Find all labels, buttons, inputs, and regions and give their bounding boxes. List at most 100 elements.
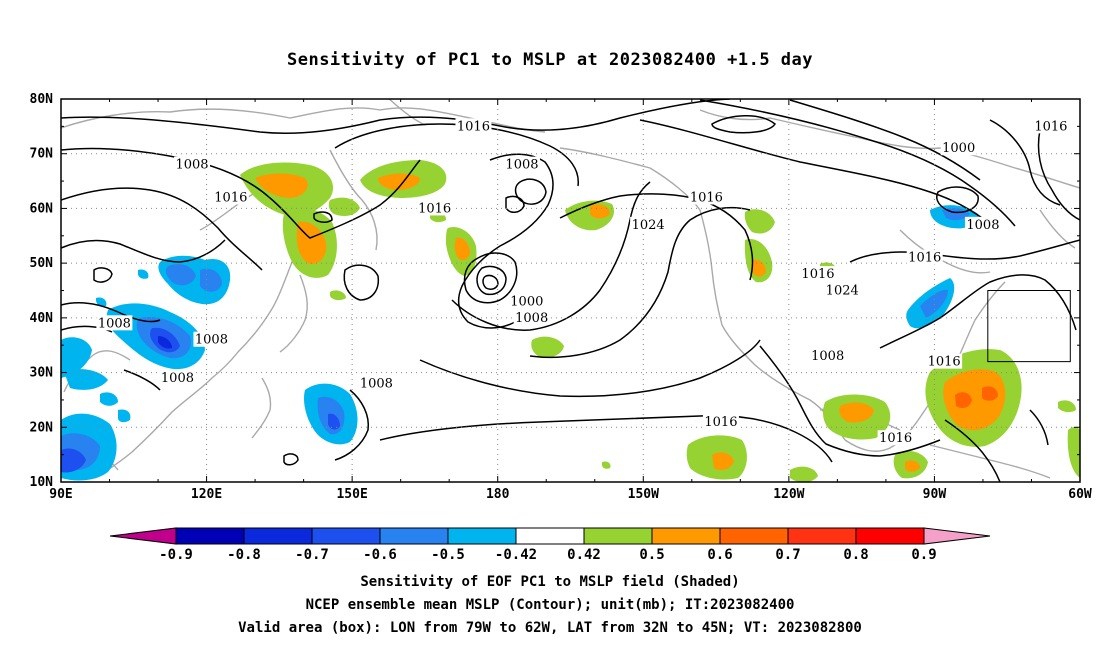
- colorbar-label: 0.9: [911, 547, 936, 563]
- page-title: Sensitivity of PC1 to MSLP at 2023082400…: [286, 50, 813, 70]
- contour-label: 1000: [510, 294, 543, 309]
- colorbar-label: -0.42: [495, 547, 537, 563]
- contour-label: 1008: [161, 371, 194, 386]
- contour-label-background: [1032, 118, 1069, 134]
- contour-label-background: [416, 200, 453, 216]
- colorbar-swatch: [719, 527, 789, 545]
- longitude-label: 90W: [923, 487, 947, 502]
- contour-label-background: [940, 140, 977, 156]
- contour-label-background: [906, 249, 943, 265]
- contour-label: 1016: [457, 119, 490, 134]
- contour-label: 1016: [214, 190, 247, 205]
- contour-label-background: [964, 216, 1001, 232]
- caption-shading: Sensitivity of EOF PC1 to MSLP field (Sh…: [360, 574, 740, 590]
- contour-label: 1016: [418, 201, 451, 216]
- colorbar-label: -0.8: [227, 547, 261, 563]
- contour-label-background: [799, 266, 836, 282]
- contour-label: 1008: [515, 311, 548, 326]
- contour-label: 1016: [928, 355, 961, 370]
- contour-label: 1016: [908, 251, 941, 266]
- longitude-label: 120W: [773, 487, 804, 502]
- contour-label: 1024: [826, 284, 859, 299]
- colorbar-swatch: [311, 527, 381, 545]
- contour-label: 1008: [98, 316, 131, 331]
- contour-label: 1024: [632, 218, 665, 233]
- colorbar-label: -0.6: [363, 547, 397, 563]
- colorbar-labels: -0.9 -0.8 -0.7 -0.6 -0.5 -0.42 0.42 0.5 0.6 0.7 0.…: [159, 547, 937, 563]
- contour-label: 1008: [505, 158, 538, 173]
- contour-label-background: [877, 430, 914, 446]
- mslp-contours: [61, 99, 1080, 482]
- longitude-label: 90E: [49, 487, 72, 502]
- longitude-label: 180: [486, 487, 510, 502]
- colorbar-swatch: [651, 527, 721, 545]
- colorbar-swatch: [447, 527, 517, 545]
- contour-label: 1016: [801, 267, 834, 282]
- contour-label-background: [96, 315, 133, 331]
- colorbar-swatch: [583, 527, 653, 545]
- sensitivity-shading: [61, 160, 1080, 482]
- colorbar-label: -0.5: [431, 547, 465, 563]
- colorbar-label: 0.5: [639, 547, 664, 563]
- contour-label-background: [358, 375, 395, 391]
- contour-label: 1008: [175, 158, 208, 173]
- contour-label-background: [508, 293, 545, 309]
- colorbar-label: 0.6: [707, 547, 732, 563]
- longitude-label: 120E: [191, 487, 222, 502]
- longitude-label: 150W: [628, 487, 659, 502]
- caption-contour: NCEP ensemble mean MSLP (Contour); unit(…: [305, 597, 795, 613]
- contour-label-background: [824, 282, 861, 298]
- latitude-labels: 80N 70N 60N 50N 40N 30N 20N 10N: [30, 92, 54, 490]
- latitude-label: 30N: [30, 366, 54, 381]
- latitude-label: 40N: [30, 311, 54, 326]
- longitude-label: 60W: [1068, 487, 1092, 502]
- contour-label-background: [926, 353, 963, 369]
- longitude-labels: 90E 120E 150E 180 150W 120W 90W 60W: [49, 487, 1092, 502]
- contour-label-background: [809, 348, 846, 364]
- contour-label-background: [193, 331, 230, 347]
- contour-label-background: [630, 216, 667, 232]
- contour-label: 1016: [690, 190, 723, 205]
- colorbar-label: -0.7: [295, 547, 329, 563]
- colorbar-min-arrow: [109, 527, 177, 545]
- latitude-label: 60N: [30, 201, 54, 216]
- colorbar-label: 0.8: [843, 547, 868, 563]
- contour-label-background: [503, 156, 540, 172]
- latitude-label: 80N: [30, 92, 54, 107]
- contour-label: 1016: [1034, 119, 1067, 134]
- contour-label-background: [174, 156, 211, 172]
- colorbar-swatch: [243, 527, 313, 545]
- contour-label-background: [455, 118, 492, 134]
- contour-label-background: [688, 189, 725, 205]
- contour-label-background: [702, 413, 739, 429]
- axis-ticks: [60, 98, 1081, 483]
- contour-label: 1008: [811, 349, 844, 364]
- latitude-label: 50N: [30, 256, 54, 271]
- colorbar-max-arrow: [923, 527, 991, 545]
- contour-label: 1000: [942, 141, 975, 156]
- contour-label-background: [513, 309, 550, 325]
- valid-area-box: [987, 290, 1071, 363]
- caption-valid-area: Valid area (box): LON from 79W to 62W, L…: [238, 620, 862, 636]
- contour-label: 1016: [704, 415, 737, 430]
- contour-label-background: [212, 189, 249, 205]
- colorbar-label: -0.9: [159, 547, 193, 563]
- colorbar-label: 0.42: [567, 547, 601, 563]
- contour-label: 1008: [360, 377, 393, 392]
- latitude-label: 10N: [30, 475, 54, 490]
- colorbar: [109, 527, 991, 545]
- latitude-label: 70N: [30, 147, 54, 162]
- contour-label: 1016: [879, 431, 912, 446]
- colorbar-swatch: [515, 527, 585, 545]
- contour-labels: 1016 1008 1008 1000 1016 1016 1016 1016 1024 1008…: [96, 118, 1069, 446]
- colorbar-swatch: [379, 527, 449, 545]
- colorbar-swatch: [855, 527, 925, 545]
- latitude-label: 20N: [30, 420, 54, 435]
- contour-label: 1008: [966, 218, 999, 233]
- contour-label: 1008: [195, 333, 228, 348]
- colorbar-swatch: [787, 527, 857, 545]
- colorbar-swatch: [175, 527, 245, 545]
- map-area: 1016 1008 1008 1000 1016 1016 1016 1016 1024 1008…: [61, 99, 1080, 482]
- longitude-label: 150E: [336, 487, 367, 502]
